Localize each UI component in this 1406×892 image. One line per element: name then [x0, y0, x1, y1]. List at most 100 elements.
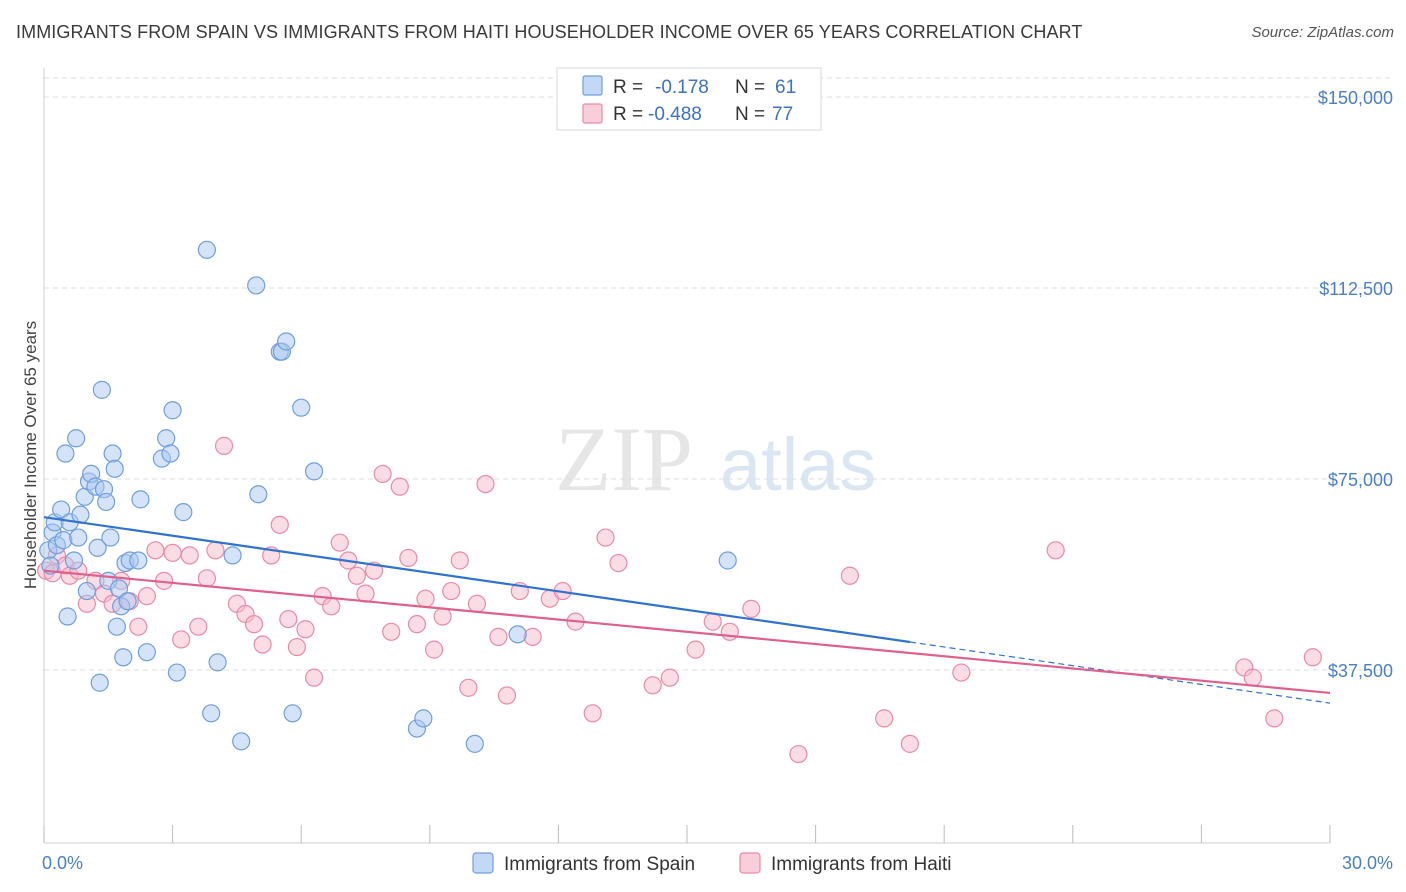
haiti-point-52	[476, 474, 495, 494]
haiti-point-68	[742, 599, 761, 618]
haiti-point-73	[952, 663, 971, 682]
haiti-point-71	[875, 709, 894, 728]
haiti-point-32	[304, 668, 324, 687]
haiti-point-22	[214, 436, 234, 455]
y-tick-labels: $37,500 $75,000 $112,500 $150,000	[1318, 88, 1393, 681]
spain-point-21	[92, 380, 111, 399]
spain-point-36	[131, 490, 150, 509]
haiti-point-28	[270, 515, 289, 534]
legend-spain-r-label: R =	[613, 77, 643, 98]
source-credit: Source: ZipAtlas.com	[1251, 24, 1394, 41]
haiti-point-31	[296, 620, 315, 639]
spain-point-60	[508, 625, 527, 644]
bottom-legend-swatch-spain	[472, 852, 494, 874]
haiti-point-25	[244, 615, 264, 634]
haiti-point-41	[382, 622, 401, 641]
haiti-point-56	[523, 627, 542, 646]
legend-box: R = -0.178 N = 61 R = -0.488 N = 77	[556, 67, 822, 131]
spain-points	[39, 240, 737, 753]
legend-swatch-haiti	[582, 103, 603, 124]
haiti-point-46	[424, 640, 444, 659]
x-tick-labels: 0.0% 30.0%	[42, 853, 1393, 873]
haiti-point-72	[900, 734, 920, 753]
spain-point-40	[161, 444, 180, 463]
haiti-point-74	[1046, 541, 1065, 560]
haiti-point-54	[497, 686, 517, 705]
spain-point-12	[69, 528, 88, 547]
spain-point-44	[197, 240, 216, 259]
spain-point-23	[97, 492, 116, 512]
spain-point-25	[101, 528, 120, 547]
haiti-point-78	[1303, 648, 1322, 667]
haiti-point-66	[703, 612, 722, 631]
haiti-point-49	[450, 551, 469, 570]
haiti-point-21	[206, 541, 225, 560]
haiti-point-19	[189, 617, 208, 636]
spain-point-10	[64, 551, 84, 570]
spain-point-7	[56, 444, 75, 463]
haiti-point-60	[583, 704, 602, 723]
y-tick-label-0: $37,500	[1328, 661, 1393, 681]
spain-point-35	[129, 551, 148, 570]
legend-haiti-n-label: N =	[735, 104, 765, 125]
spain-point-55	[292, 398, 311, 417]
spain-point-49	[247, 276, 266, 295]
x-tick-label-start: 0.0%	[42, 853, 83, 873]
haiti-point-13	[137, 587, 156, 606]
spain-point-45	[202, 704, 221, 723]
haiti-point-18	[180, 546, 199, 565]
x-tick-label-end: 30.0%	[1342, 853, 1393, 873]
spain-point-48	[232, 732, 251, 751]
spain-point-28	[107, 617, 126, 636]
haiti-point-16	[163, 543, 182, 562]
trend-lines	[43, 516, 1331, 704]
haiti-point-45	[416, 589, 435, 608]
spain-trend-line	[43, 516, 911, 644]
spain-point-41	[163, 401, 182, 420]
legend-spain-n-value: 61	[775, 77, 796, 98]
haiti-point-44	[407, 615, 427, 634]
spain-point-31	[114, 648, 133, 667]
haiti-point-20	[197, 569, 216, 588]
haiti-point-38	[356, 584, 375, 603]
spain-point-8	[58, 607, 77, 626]
haiti-point-51	[467, 594, 487, 613]
axes	[43, 68, 1331, 844]
haiti-point-26	[253, 635, 272, 654]
haiti-trend-line	[43, 569, 1331, 695]
spain-point-56	[304, 462, 324, 481]
spain-point-39	[157, 429, 176, 448]
haiti-point-53	[489, 627, 508, 646]
haiti-point-50	[459, 678, 478, 697]
spain-point-47	[223, 546, 242, 565]
bottom-legend: Immigrants from Spain Immigrants from Ha…	[472, 852, 952, 875]
spain-point-26	[103, 444, 122, 463]
legend-haiti-n-value: 77	[772, 104, 793, 125]
y-tick-label-3: $150,000	[1318, 88, 1393, 108]
spain-point-43	[174, 503, 193, 522]
haiti-point-14	[146, 541, 165, 560]
spain-point-50	[249, 485, 268, 504]
haiti-point-61	[596, 528, 615, 547]
bottom-legend-swatch-haiti	[739, 852, 761, 874]
spain-point-59	[465, 734, 484, 753]
haiti-point-69	[789, 744, 808, 764]
legend-haiti-r-label: R =	[613, 104, 643, 125]
y-tick-label-2: $112,500	[1319, 279, 1393, 299]
watermark-atlas: atlas	[720, 423, 876, 506]
spain-point-20	[90, 673, 109, 692]
legend-spain-r-value: -0.178	[655, 77, 709, 98]
haiti-point-43	[399, 548, 418, 568]
spain-point-42	[167, 663, 186, 682]
spain-point-46	[208, 653, 227, 672]
haiti-point-40	[373, 464, 392, 484]
spain-point-54	[283, 704, 302, 723]
haiti-point-29	[279, 609, 298, 629]
haiti-point-12	[129, 617, 148, 636]
spain-point-19	[88, 538, 107, 557]
haiti-point-34	[322, 597, 341, 616]
spain-point-58	[414, 709, 433, 728]
legend-haiti-r-value: -0.488	[648, 104, 702, 125]
y-axis-label: Householder Income Over 65 years	[21, 321, 40, 589]
haiti-point-37	[347, 566, 367, 585]
